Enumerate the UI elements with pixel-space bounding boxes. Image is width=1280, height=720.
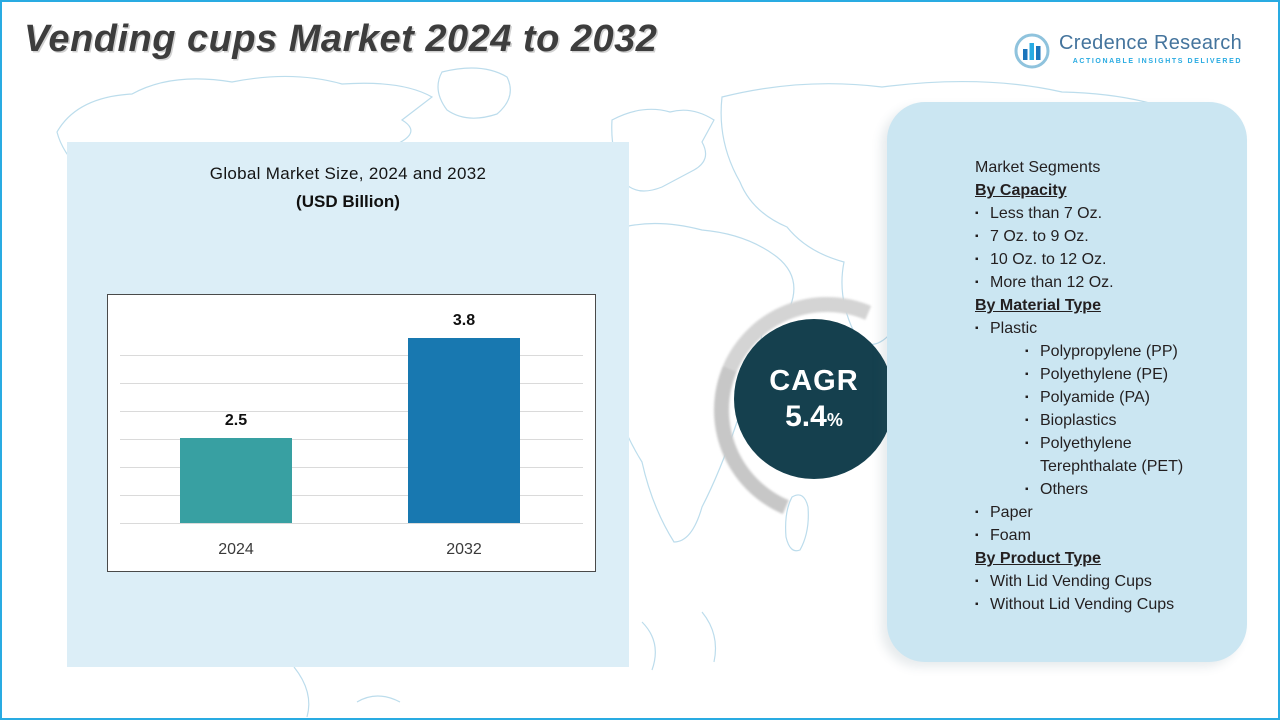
bullet-icon: ▪ (1025, 369, 1029, 380)
bullet-icon: ▪ (975, 599, 979, 610)
segment-item: ▪ Bioplastics (975, 409, 1231, 432)
segment-item: By Product Type (975, 550, 1101, 567)
segment-item: ▪ Foam (975, 524, 1231, 547)
bullet-icon: ▪ (975, 530, 979, 541)
cagr-unit: % (826, 409, 843, 430)
segment-item-label: Bioplastics (1040, 412, 1117, 429)
gridline (120, 411, 583, 412)
segment-item: ▪ Polyethylene Terephthalate (PET) (975, 432, 1231, 478)
bar-value-label: 3.8 (452, 312, 476, 329)
segments-title: Market Segments (975, 159, 1101, 176)
cagr-value: 5.4 (785, 399, 827, 433)
segments-list: By Capacity ▪ Less than 7 Oz. ▪ 7 Oz. to 9 O… (975, 179, 1231, 616)
bullet-icon: ▪ (975, 231, 979, 242)
bullet-icon: ▪ (975, 323, 979, 334)
segment-item: ▪ Polypropylene (PP) (975, 340, 1231, 363)
segment-item-label: With Lid Vending Cups (990, 573, 1152, 590)
cagr-circle: CAGR 5.4% (734, 319, 894, 479)
segment-item-label: Polyethylene (PE) (1040, 366, 1169, 383)
segment-item: ▪ More than 12 Oz. (975, 271, 1231, 294)
bullet-icon: ▪ (975, 277, 979, 288)
bullet-icon: ▪ (1025, 392, 1029, 403)
segment-item-label: More than 12 Oz. (990, 274, 1114, 291)
segment-item: By Capacity (975, 182, 1067, 199)
segment-item-label: Less than 7 Oz. (990, 205, 1103, 222)
bullet-icon: ▪ (1025, 484, 1029, 495)
segment-item: ▪ Polyamide (PA) (975, 386, 1231, 409)
chart-subtitle: (USD Billion) (296, 192, 400, 211)
chart-plot: 2.5 2024 3.8 2032 (107, 294, 596, 572)
bar-2024 (180, 438, 292, 523)
gridline (120, 467, 583, 468)
segment-item-label: Polyethylene Terephthalate (PET) (1040, 435, 1184, 475)
segment-item: ▪ 7 Oz. to 9 Oz. (975, 225, 1231, 248)
logo-name: Credence Research (1059, 32, 1242, 54)
segment-item: ▪ Others (975, 478, 1231, 501)
segment-item-label: 7 Oz. to 9 Oz. (990, 228, 1089, 245)
segment-item-label: Paper (990, 504, 1033, 521)
bullet-icon: ▪ (1025, 415, 1029, 426)
segment-item: By Material Type (975, 297, 1101, 314)
chart-panel: Global Market Size, 2024 and 2032 (USD B… (67, 142, 629, 667)
bar-2032 (408, 338, 520, 523)
page-title: Vending cups Market 2024 to 2032 (24, 18, 658, 60)
bullet-icon: ▪ (975, 507, 979, 518)
cagr-label: CAGR (769, 364, 859, 397)
segment-item-label: 10 Oz. to 12 Oz. (990, 251, 1107, 268)
segment-item: ▪ Paper (975, 501, 1231, 524)
segments-panel: Market Segments By Capacity ▪ Less than 7 … (887, 102, 1247, 662)
category-label: 2032 (446, 541, 482, 558)
bullet-icon: ▪ (1025, 346, 1029, 357)
category-label: 2024 (218, 541, 254, 558)
bar-value-label: 2.5 (224, 412, 248, 429)
segment-item-label: Foam (990, 527, 1031, 544)
gridline (120, 523, 583, 524)
segment-item: ▪ Polyethylene (PE) (975, 363, 1231, 386)
segment-item: ▪ With Lid Vending Cups (975, 570, 1231, 593)
segment-item: ▪ Without Lid Vending Cups (975, 593, 1231, 616)
segment-item-label: Polypropylene (PP) (1040, 343, 1178, 360)
logo-tagline: Actionable Insights Delivered (1072, 58, 1242, 65)
segment-item-label: Polyamide (PA) (1040, 389, 1150, 406)
segment-item: ▪ 10 Oz. to 12 Oz. (975, 248, 1231, 271)
gridline (120, 439, 583, 440)
logo-chart-icon (1013, 32, 1051, 75)
cagr-value-row: 5.4% (785, 400, 843, 434)
bullet-icon: ▪ (975, 208, 979, 219)
company-logo: Credence Research Actionable Insights De… (1013, 32, 1242, 75)
cagr-badge: CAGR 5.4% (679, 262, 975, 558)
segment-item-label: Without Lid Vending Cups (990, 596, 1175, 613)
chart-title: Global Market Size, 2024 and 2032 (209, 164, 487, 183)
bullet-icon: ▪ (975, 576, 979, 587)
segment-item-label: Plastic (990, 320, 1038, 337)
bullet-icon: ▪ (975, 254, 979, 265)
segment-item: ▪ Plastic (975, 317, 1231, 340)
segment-item-label: Others (1040, 481, 1089, 498)
gridline (120, 383, 583, 384)
gridline (120, 355, 583, 356)
bullet-icon: ▪ (1025, 438, 1029, 449)
segment-item: ▪ Less than 7 Oz. (975, 202, 1231, 225)
gridline (120, 495, 583, 496)
